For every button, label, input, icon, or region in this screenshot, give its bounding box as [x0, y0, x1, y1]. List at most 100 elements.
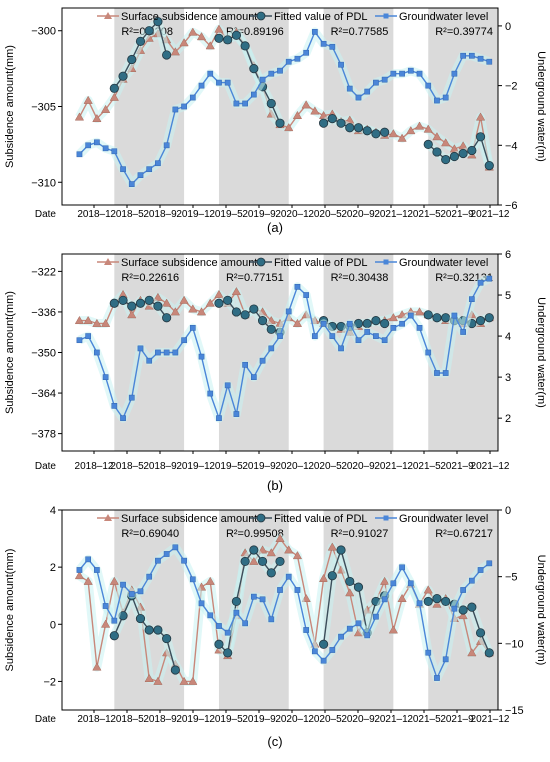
x-tick-label: 2020–1: [275, 714, 309, 725]
y-axis-label: Subsidence amount(mm): [4, 549, 16, 672]
r2-label: R²=0.91027: [331, 528, 389, 540]
data-point-subsidence: [292, 110, 303, 119]
y-tick-label: −2: [43, 676, 56, 688]
data-point-subsidence: [153, 292, 163, 301]
data-point-pdl: [318, 118, 329, 128]
data-point-groundwater: [294, 587, 301, 593]
data-point-groundwater: [120, 415, 126, 422]
data-point-groundwater: [155, 160, 161, 167]
x-tick-label: 2018–1: [77, 714, 111, 725]
data-point-subsidence: [188, 676, 198, 685]
data-point-groundwater: [390, 70, 397, 77]
data-point-subsidence: [292, 551, 303, 560]
data-point-pdl: [153, 17, 163, 27]
data-point-pdl: [353, 582, 364, 592]
y-tick-label: −364: [31, 388, 56, 400]
data-point-groundwater: [146, 166, 153, 173]
data-point-groundwater: [355, 94, 362, 101]
r2-label: R²=0.22616: [121, 272, 179, 284]
data-point-pdl: [266, 568, 276, 578]
data-point-groundwater: [434, 97, 440, 104]
series-3: [76, 274, 493, 423]
x-tick-label: 2021–12: [471, 461, 510, 472]
data-point-pdl: [467, 145, 477, 156]
data-point-groundwater: [198, 82, 205, 89]
data-point-groundwater: [120, 166, 126, 173]
y-tick-label: −350: [31, 348, 56, 360]
data-point-groundwater: [338, 61, 344, 68]
data-point-subsidence: [74, 571, 85, 580]
data-point-groundwater: [312, 29, 318, 35]
data-point-groundwater: [442, 94, 449, 101]
data-point-pdl: [432, 313, 442, 323]
y2-tick-label: 6: [505, 249, 511, 261]
data-point-subsidence: [467, 648, 477, 657]
data-point-pdl: [223, 648, 233, 658]
data-point-pdl: [380, 127, 390, 137]
data-point-subsidence: [205, 576, 215, 585]
data-point-groundwater: [329, 647, 336, 653]
data-point-pdl: [266, 324, 276, 334]
data-point-groundwater: [216, 79, 222, 86]
data-point-subsidence: [74, 112, 85, 121]
data-point-groundwater: [381, 76, 388, 83]
data-point-subsidence: [162, 298, 172, 307]
data-point-groundwater: [277, 67, 283, 74]
data-point-pdl: [231, 596, 241, 607]
y2-tick-label: −2: [505, 81, 518, 93]
data-point-groundwater: [259, 357, 266, 364]
data-point-pdl: [249, 64, 259, 74]
x-tick-label: 2019–9: [242, 714, 276, 725]
shaded-period: [218, 254, 289, 451]
data-point-groundwater: [477, 567, 484, 573]
y2-axis-label: Underground water(m): [535, 51, 547, 162]
data-point-groundwater: [207, 612, 214, 619]
data-point-groundwater: [207, 390, 214, 397]
data-point-subsidence: [92, 113, 102, 123]
x-tick-label: 2019–9: [242, 461, 276, 472]
data-point-pdl: [423, 596, 433, 607]
data-point-groundwater: [259, 596, 266, 603]
legend-marker: [256, 513, 266, 523]
data-point-groundwater: [277, 333, 283, 339]
y2-tick-label: 2: [505, 413, 511, 425]
data-point-groundwater: [224, 629, 231, 636]
data-point-pdl: [484, 648, 494, 658]
data-point-subsidence: [170, 47, 180, 56]
data-point-groundwater: [442, 370, 449, 376]
data-point-groundwater: [416, 600, 423, 607]
y2-tick-label: 4: [505, 331, 511, 343]
data-point-groundwater: [76, 151, 83, 158]
data-point-pdl: [127, 301, 137, 311]
y2-tick-label: −5: [505, 572, 518, 584]
legend: Surface subsidence amount Fitted value of…: [97, 257, 488, 269]
data-point-pdl: [153, 301, 163, 311]
data-point-subsidence: [74, 315, 85, 325]
data-point-pdl: [214, 33, 224, 43]
data-point-groundwater: [137, 172, 144, 179]
data-point-pdl: [432, 593, 442, 604]
data-point-groundwater: [111, 403, 118, 409]
data-point-groundwater: [425, 82, 432, 89]
data-point-pdl: [257, 316, 268, 326]
data-point-pdl: [153, 625, 163, 635]
data-point-groundwater: [76, 337, 83, 344]
data-point-groundwater: [346, 625, 353, 632]
data-point-subsidence: [196, 307, 207, 316]
data-point-groundwater: [155, 349, 161, 356]
data-point-subsidence: [406, 126, 416, 135]
data-point-groundwater: [102, 145, 109, 152]
data-point-pdl: [475, 132, 486, 142]
data-point-groundwater: [451, 70, 458, 77]
data-point-groundwater: [425, 349, 432, 356]
legend-label: Fitted value of PDL: [274, 513, 368, 525]
data-point-pdl: [135, 298, 146, 308]
data-point-pdl: [109, 298, 119, 308]
data-point-groundwater: [346, 320, 353, 327]
legend: Surface subsidence amount Fitted value of…: [97, 513, 488, 525]
data-point-subsidence: [214, 24, 224, 33]
y2-tick-label: 3: [505, 372, 511, 384]
x-tick-label: 2021–1: [374, 461, 408, 472]
panel-label: (a): [267, 220, 283, 235]
